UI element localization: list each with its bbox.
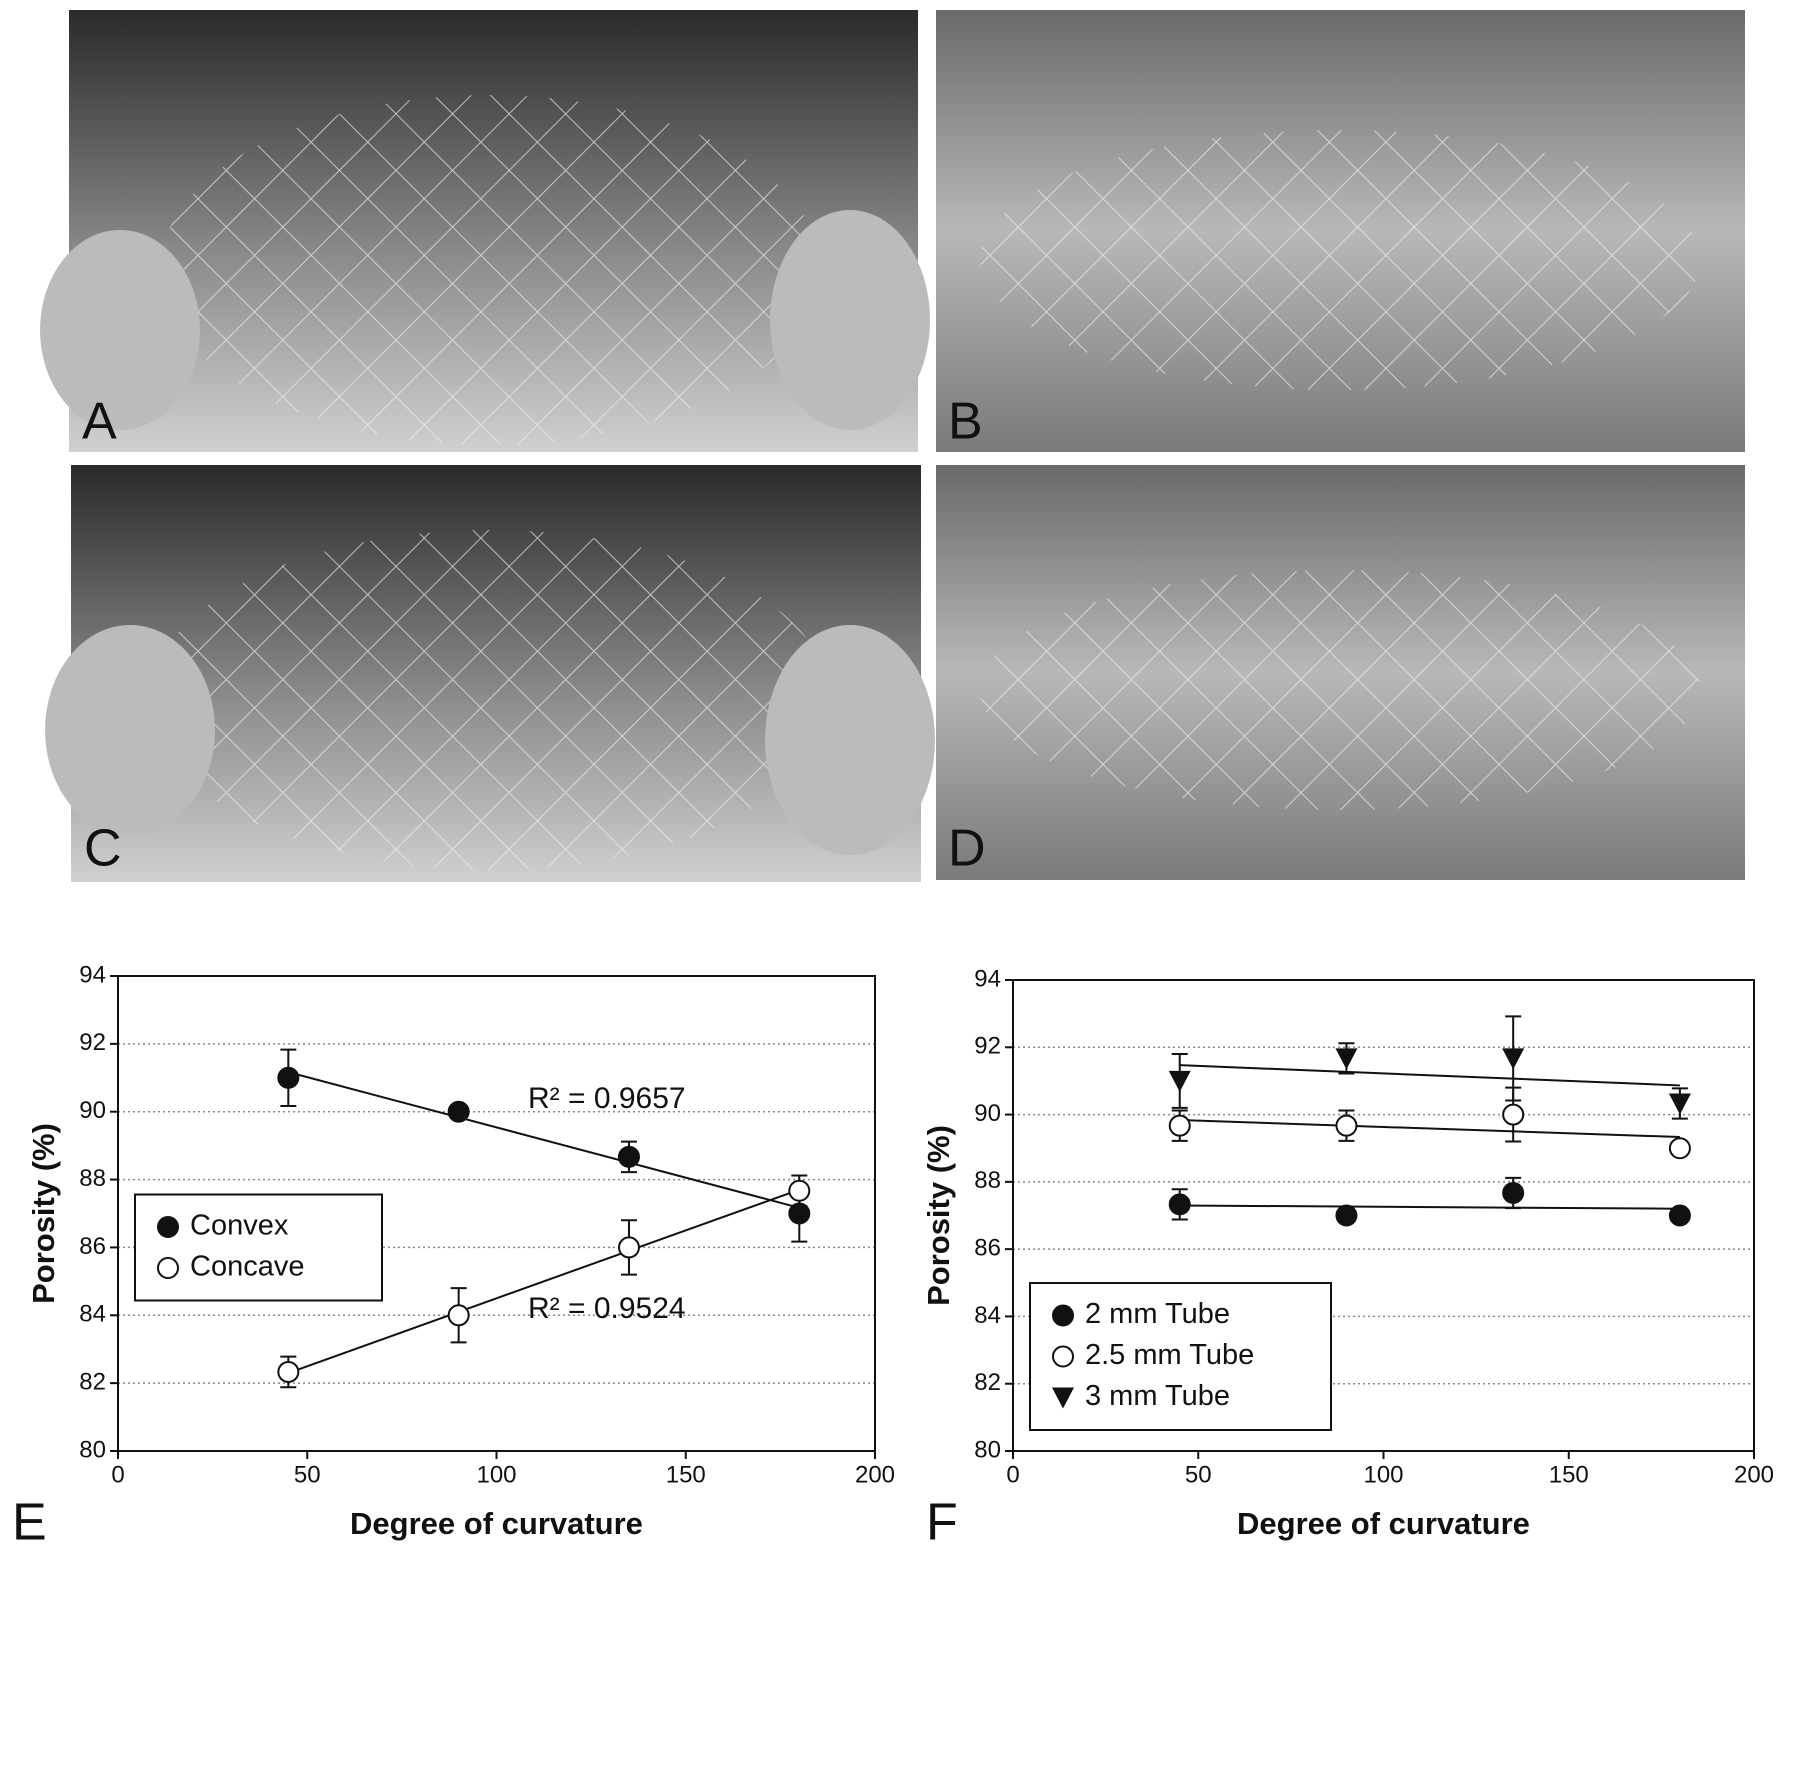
trend-line xyxy=(1179,1204,1680,1210)
legend-label: Convex xyxy=(190,1210,289,1242)
y-tick-label: 92 xyxy=(79,1029,106,1056)
plot-frame xyxy=(117,975,876,1452)
y-tick-label: 88 xyxy=(79,1165,106,1192)
trend-line xyxy=(288,1071,800,1209)
y-tick-label: 94 xyxy=(974,965,1001,992)
x-axis-title: Degree of curvature xyxy=(350,1506,643,1541)
y-axis-title: Porosity (%) xyxy=(26,1123,61,1304)
legend-label: 2 mm Tube xyxy=(1085,1298,1230,1330)
marker xyxy=(1668,1093,1691,1115)
marker xyxy=(1668,1204,1691,1227)
x-tick-label: 100 xyxy=(1363,1461,1403,1488)
trend-line xyxy=(1179,1064,1680,1087)
x-tick-label: 50 xyxy=(294,1461,321,1488)
x-tick-label: 100 xyxy=(476,1461,516,1488)
marker xyxy=(447,1100,470,1123)
panel-label: B xyxy=(948,393,983,451)
x-axis-title: Degree of curvature xyxy=(1237,1506,1530,1541)
marker xyxy=(277,1066,300,1089)
y-tick-label: 84 xyxy=(79,1301,106,1328)
marker xyxy=(1335,1114,1358,1137)
annotation: R² = 0.9524 xyxy=(528,1292,686,1325)
x-tick-label: 150 xyxy=(666,1461,706,1488)
marker xyxy=(1502,1181,1525,1204)
panel-label: E xyxy=(12,1494,47,1552)
marker xyxy=(1668,1137,1691,1160)
legend-label: Concave xyxy=(190,1251,304,1283)
y-tick-label: 88 xyxy=(974,1167,1001,1194)
legend-box xyxy=(1029,1282,1332,1431)
y-tick-label: 80 xyxy=(974,1436,1001,1463)
legend-marker xyxy=(1052,1304,1074,1327)
panel-label: A xyxy=(82,393,117,451)
y-tick-label: 86 xyxy=(79,1233,106,1260)
annotation: R² = 0.9657 xyxy=(528,1082,686,1115)
marker xyxy=(788,1179,811,1202)
marker xyxy=(617,1236,640,1259)
x-tick-label: 200 xyxy=(1734,1461,1774,1488)
y-tick-label: 90 xyxy=(79,1097,106,1124)
legend-label: 2.5 mm Tube xyxy=(1085,1339,1254,1371)
panel-label: C xyxy=(84,820,122,878)
y-axis-title: Porosity (%) xyxy=(921,1125,956,1306)
plot-frame xyxy=(1012,979,1755,1452)
x-tick-label: 0 xyxy=(111,1461,124,1488)
marker xyxy=(1168,1070,1191,1092)
x-tick-label: 0 xyxy=(1006,1461,1019,1488)
marker xyxy=(1335,1204,1358,1227)
legend-box xyxy=(134,1193,383,1302)
y-tick-label: 86 xyxy=(974,1234,1001,1261)
legend-marker xyxy=(1052,1345,1074,1368)
y-tick-label: 82 xyxy=(974,1369,1001,1396)
marker xyxy=(447,1304,470,1327)
marker xyxy=(1168,1193,1191,1216)
panel-label: F xyxy=(926,1494,958,1552)
photo-b: B xyxy=(936,10,1745,452)
legend-label: 3 mm Tube xyxy=(1085,1380,1230,1412)
marker xyxy=(617,1145,640,1168)
photo-a: A xyxy=(40,10,930,452)
x-tick-label: 200 xyxy=(855,1461,895,1488)
x-tick-label: 150 xyxy=(1549,1461,1589,1488)
marker xyxy=(1502,1048,1525,1070)
photo-c: C xyxy=(45,465,935,882)
panel-label: D xyxy=(948,820,986,878)
y-tick-label: 80 xyxy=(79,1436,106,1463)
trend-line xyxy=(287,1188,800,1375)
legend-marker xyxy=(157,1257,179,1279)
y-tick-label: 84 xyxy=(974,1302,1001,1329)
trend-line xyxy=(1179,1119,1680,1139)
marker xyxy=(277,1360,300,1383)
legend-marker xyxy=(1052,1387,1074,1409)
y-tick-label: 90 xyxy=(974,1100,1001,1127)
y-tick-label: 92 xyxy=(974,1033,1001,1060)
y-tick-label: 94 xyxy=(79,961,106,988)
marker xyxy=(1335,1048,1358,1070)
x-tick-label: 50 xyxy=(1185,1461,1212,1488)
marker xyxy=(1168,1114,1191,1137)
marker xyxy=(1502,1103,1525,1126)
photo-d: D xyxy=(936,465,1745,880)
y-tick-label: 82 xyxy=(79,1368,106,1395)
legend-marker xyxy=(157,1216,179,1238)
